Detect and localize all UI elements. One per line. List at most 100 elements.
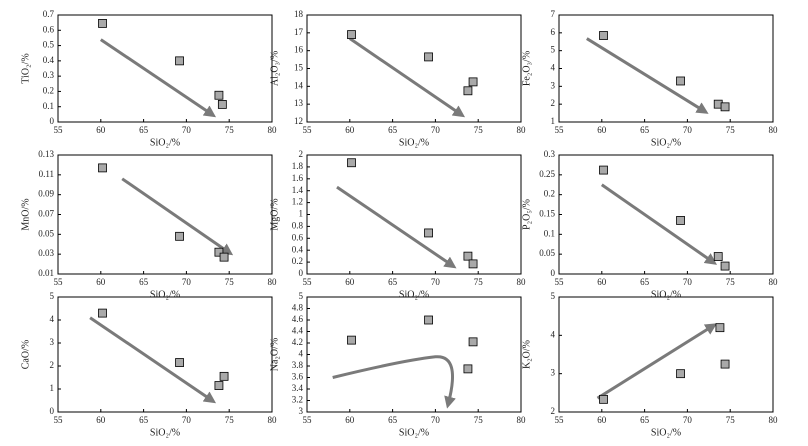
y-tick-label: 0.4 <box>43 55 55 65</box>
y-tick-label: 0.09 <box>38 189 54 199</box>
point <box>463 251 473 261</box>
point <box>175 231 184 241</box>
trend-arrow <box>336 185 457 269</box>
x-tick-label: 65 <box>640 125 650 135</box>
y-tick-label: 0.2 <box>292 256 303 266</box>
y-tick-label: 1.6 <box>292 173 304 183</box>
y-tick-label: 0.11 <box>39 169 54 179</box>
trend-arrow <box>89 316 217 404</box>
y-tick-label: 4.2 <box>292 337 303 347</box>
y-axis-label: MnO/% <box>20 198 31 230</box>
x-tick-label: 60 <box>597 125 607 135</box>
y-axis-label: P₂O₅/% <box>521 199 532 230</box>
y-tick-label: 1 <box>551 116 556 126</box>
y-axis-label: Al₂O₃/% <box>269 51 280 86</box>
point <box>599 31 608 40</box>
y-axis-label: CaO/% <box>20 340 31 369</box>
x-tick-label: 70 <box>431 415 441 425</box>
x-tick-label: 80 <box>517 277 527 287</box>
y-tick-label: 0.8 <box>292 220 304 230</box>
x-tick-label: 70 <box>683 125 693 135</box>
x-tick-label: 65 <box>139 125 149 135</box>
point <box>720 261 730 271</box>
y-tick-label: 4 <box>551 63 556 73</box>
x-tick-label: 55 <box>555 125 565 135</box>
trend-arrow <box>121 177 234 256</box>
x-tick-label: 60 <box>345 415 355 425</box>
x-tick-label: 80 <box>268 125 278 135</box>
plot-frame <box>57 14 273 123</box>
point <box>98 163 107 173</box>
x-axis-label: SiO₂/% <box>651 289 681 300</box>
x-tick-label: 60 <box>345 125 355 135</box>
plot-frame <box>57 296 273 413</box>
x-tick-label: 80 <box>268 277 278 287</box>
x-tick-label: 65 <box>640 415 650 425</box>
y-axis-label: Fe₂O₃/% <box>521 51 532 86</box>
y-tick-label: 3 <box>50 337 55 347</box>
y-tick-label: 14 <box>294 80 304 90</box>
x-tick-label: 60 <box>597 277 607 287</box>
y-tick-label: 4 <box>299 349 304 359</box>
point <box>98 19 107 28</box>
x-tick-label: 70 <box>182 415 192 425</box>
y-tick-label: 0.4 <box>292 244 304 254</box>
point <box>98 308 107 318</box>
y-tick-label: 0.01 <box>38 268 54 278</box>
point <box>676 369 685 379</box>
point <box>468 259 478 269</box>
y-tick-label: 17 <box>294 27 304 37</box>
y-tick-label: 4.6 <box>292 314 304 324</box>
y-tick-label: 0.13 <box>38 149 54 159</box>
point <box>463 364 473 374</box>
x-axis-label: SiO₂/% <box>150 289 180 300</box>
y-tick-label: 4 <box>50 314 55 324</box>
point <box>175 56 184 66</box>
y-tick-label: 0 <box>50 406 55 416</box>
y-tick-label: 7 <box>551 9 556 19</box>
point <box>424 52 433 62</box>
y-tick-label: 16 <box>294 45 304 55</box>
x-tick-label: 55 <box>54 415 64 425</box>
x-tick-label: 75 <box>474 125 484 135</box>
y-axis-label: TiO₂/% <box>20 53 31 83</box>
y-axis-label: Na₂O/% <box>269 338 280 371</box>
trend-arrow <box>332 355 456 409</box>
point <box>599 394 608 404</box>
y-tick-label: 1 <box>50 383 55 393</box>
y-tick-label: 0.1 <box>544 228 555 238</box>
y-tick-label: 1.4 <box>292 185 304 195</box>
y-tick-label: 4.4 <box>292 326 304 336</box>
point <box>214 247 224 257</box>
x-tick-label: 65 <box>139 277 149 287</box>
x-tick-label: 55 <box>303 277 313 287</box>
y-tick-label: 0.15 <box>539 209 555 219</box>
y-axis-label: K₂O/% <box>521 340 532 369</box>
y-tick-label: 15 <box>294 63 304 73</box>
y-tick-label: 12 <box>294 116 303 126</box>
x-tick-label: 60 <box>96 125 106 135</box>
x-tick-label: 60 <box>96 415 106 425</box>
y-tick-label: 2 <box>50 360 55 370</box>
trend-arrow <box>596 323 718 400</box>
x-tick-label: 55 <box>303 415 313 425</box>
point <box>214 381 224 390</box>
y-tick-label: 0.07 <box>38 209 54 219</box>
y-tick-label: 0.5 <box>43 40 55 50</box>
x-tick-label: 70 <box>431 125 441 135</box>
y-tick-label: 1 <box>299 209 304 219</box>
x-tick-label: 55 <box>54 125 64 135</box>
x-tick-label: 75 <box>474 415 484 425</box>
y-tick-label: 1.2 <box>292 197 303 207</box>
x-tick-label: 55 <box>54 277 64 287</box>
y-tick-label: 0.7 <box>43 9 55 19</box>
y-tick-label: 0 <box>50 116 55 126</box>
y-tick-label: 0.05 <box>38 228 54 238</box>
x-tick-label: 65 <box>139 415 149 425</box>
x-tick-label: 75 <box>225 415 235 425</box>
y-tick-label: 5 <box>50 291 55 301</box>
y-tick-label: 5 <box>299 291 304 301</box>
plot-frame <box>306 296 522 413</box>
x-tick-label: 80 <box>769 415 779 425</box>
